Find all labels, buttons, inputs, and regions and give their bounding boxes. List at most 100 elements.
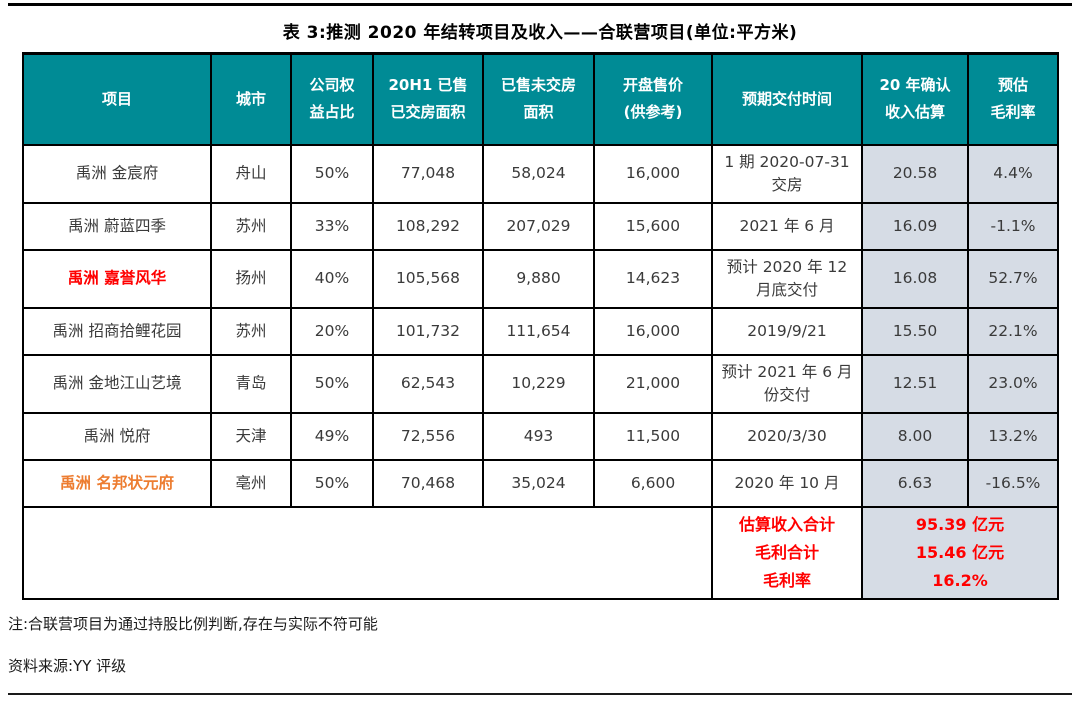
footnotes: 注:合联营项目为通过持股比例判断,存在与实际不符可能 资料来源:YY 评级 bbox=[8, 613, 1072, 676]
cell-opening-price: 15,600 bbox=[593, 201, 713, 251]
cell-city: 苏州 bbox=[210, 306, 292, 356]
cell-city: 舟山 bbox=[210, 143, 292, 204]
table-row: 禹洲 金地江山艺境 青岛 50% 62,543 10,229 21,000 预计… bbox=[22, 353, 1059, 414]
table-row: 禹洲 嘉誉风华 扬州 40% 105,568 9,880 14,623 预计 2… bbox=[22, 248, 1059, 309]
cell-gross-margin: -16.5% bbox=[967, 458, 1059, 508]
col-header-gross-margin: 预估 毛利率 bbox=[967, 52, 1059, 146]
table-row: 禹洲 金宸府 舟山 50% 77,048 58,024 16,000 1 期 2… bbox=[22, 143, 1059, 204]
cell-sold-delivered-area: 70,468 bbox=[372, 458, 484, 508]
cell-sold-undelivered-area: 207,029 bbox=[482, 201, 595, 251]
cell-equity: 20% bbox=[290, 306, 374, 356]
cell-revenue-estimate: 8.00 bbox=[861, 411, 969, 461]
cell-sold-delivered-area: 105,568 bbox=[372, 248, 484, 309]
cell-gross-margin: -1.1% bbox=[967, 201, 1059, 251]
bottom-divider bbox=[8, 692, 1072, 695]
summary-empty-cell bbox=[22, 505, 713, 600]
cell-city: 扬州 bbox=[210, 248, 292, 309]
summary-label-gross-profit-total: 毛利合计 bbox=[754, 542, 819, 562]
col-header-project-label: 项目 bbox=[101, 89, 132, 108]
cell-sold-delivered-area: 77,048 bbox=[372, 143, 484, 204]
summary-value-gross-profit-total: 15.46 亿元 bbox=[915, 542, 1005, 562]
cell-city: 天津 bbox=[210, 411, 292, 461]
cell-delivery-time: 1 期 2020-07-31 交房 bbox=[711, 143, 863, 204]
cell-equity: 50% bbox=[290, 458, 374, 508]
table-row: 禹洲 招商拾鲤花园 苏州 20% 101,732 111,654 16,000 … bbox=[22, 306, 1059, 356]
cell-project: 禹洲 名邦状元府 bbox=[22, 458, 212, 508]
cell-sold-undelivered-area: 58,024 bbox=[482, 143, 595, 204]
cell-opening-price: 11,500 bbox=[593, 411, 713, 461]
table-row: 禹洲 名邦状元府 亳州 50% 70,468 35,024 6,600 2020… bbox=[22, 458, 1059, 508]
cell-sold-undelivered-area: 493 bbox=[482, 411, 595, 461]
cell-opening-price: 16,000 bbox=[593, 143, 713, 204]
cell-revenue-estimate: 12.51 bbox=[861, 353, 969, 414]
cell-gross-margin: 23.0% bbox=[967, 353, 1059, 414]
cell-sold-undelivered-area: 10,229 bbox=[482, 353, 595, 414]
col-header-city: 城市 bbox=[210, 52, 292, 146]
cell-project: 禹洲 蔚蓝四季 bbox=[22, 201, 212, 251]
cell-equity: 33% bbox=[290, 201, 374, 251]
cell-project: 禹洲 招商拾鲤花园 bbox=[22, 306, 212, 356]
projects-table-container: 项目 城市 公司权 益占比 20H1 已售 已交房面积 已售未交房 面积 开盘售价 (供… bbox=[22, 52, 1059, 600]
col-header-sold-undelivered-area: 已售未交房 面积 bbox=[482, 52, 595, 146]
cell-sold-undelivered-area: 111,654 bbox=[482, 306, 595, 356]
cell-project: 禹洲 金地江山艺境 bbox=[22, 353, 212, 414]
col-header-project: 项目 bbox=[22, 52, 212, 146]
cell-sold-delivered-area: 101,732 bbox=[372, 306, 484, 356]
cell-sold-delivered-area: 72,556 bbox=[372, 411, 484, 461]
col-header-delivery-time: 预期交付时间 bbox=[711, 52, 863, 146]
table-title: 表 3:推测 2020 年结转项目及收入——合联营项目(单位:平方米) bbox=[282, 23, 798, 43]
col-header-opening-price: 开盘售价 (供参考) bbox=[593, 52, 713, 146]
projects-table: 项目 城市 公司权 益占比 20H1 已售 已交房面积 已售未交房 面积 开盘售价 (供… bbox=[22, 52, 1059, 600]
table-row: 禹洲 蔚蓝四季 苏州 33% 108,292 207,029 15,600 20… bbox=[22, 201, 1059, 251]
cell-revenue-estimate: 6.63 bbox=[861, 458, 969, 508]
cell-opening-price: 14,623 bbox=[593, 248, 713, 309]
col-header-revenue-estimate: 20 年确认 收入估算 bbox=[861, 52, 969, 146]
cell-equity: 49% bbox=[290, 411, 374, 461]
cell-sold-delivered-area: 108,292 bbox=[372, 201, 484, 251]
cell-revenue-estimate: 15.50 bbox=[861, 306, 969, 356]
cell-delivery-time: 2021 年 6 月 bbox=[711, 201, 863, 251]
cell-delivery-time: 2020/3/30 bbox=[711, 411, 863, 461]
cell-equity: 50% bbox=[290, 353, 374, 414]
summary-label-gross-margin: 毛利率 bbox=[762, 570, 811, 590]
col-header-sold-delivered-area: 20H1 已售 已交房面积 bbox=[372, 52, 484, 146]
col-header-equity: 公司权 益占比 bbox=[290, 52, 374, 146]
cell-gross-margin: 13.2% bbox=[967, 411, 1059, 461]
summary-labels-cell: 估算收入合计 毛利合计 毛利率 bbox=[711, 505, 863, 600]
cell-sold-undelivered-area: 35,024 bbox=[482, 458, 595, 508]
table-row: 禹洲 悦府 天津 49% 72,556 493 11,500 2020/3/30… bbox=[22, 411, 1059, 461]
cell-city: 青岛 bbox=[210, 353, 292, 414]
cell-revenue-estimate: 16.09 bbox=[861, 201, 969, 251]
table-note: 注:合联营项目为通过持股比例判断,存在与实际不符可能 bbox=[8, 614, 378, 633]
cell-revenue-estimate: 20.58 bbox=[861, 143, 969, 204]
cell-delivery-time: 2019/9/21 bbox=[711, 306, 863, 356]
summary-value-revenue-total: 95.39 亿元 bbox=[915, 514, 1005, 534]
header-row: 项目 城市 公司权 益占比 20H1 已售 已交房面积 已售未交房 面积 开盘售价 (供… bbox=[22, 52, 1059, 146]
summary-value-gross-margin: 16.2% bbox=[932, 570, 988, 590]
top-divider bbox=[8, 3, 1072, 6]
cell-opening-price: 21,000 bbox=[593, 353, 713, 414]
cell-delivery-time: 预计 2020 年 12 月底交付 bbox=[711, 248, 863, 309]
cell-city: 亳州 bbox=[210, 458, 292, 508]
cell-project: 禹洲 悦府 bbox=[22, 411, 212, 461]
cell-gross-margin: 52.7% bbox=[967, 248, 1059, 309]
cell-delivery-time: 2020 年 10 月 bbox=[711, 458, 863, 508]
data-source: 资料来源:YY 评级 bbox=[8, 656, 127, 675]
cell-sold-undelivered-area: 9,880 bbox=[482, 248, 595, 309]
cell-equity: 50% bbox=[290, 143, 374, 204]
cell-project: 禹洲 嘉誉风华 bbox=[22, 248, 212, 309]
summary-label-revenue-total: 估算收入合计 bbox=[738, 514, 835, 534]
cell-sold-delivered-area: 62,543 bbox=[372, 353, 484, 414]
cell-opening-price: 16,000 bbox=[593, 306, 713, 356]
summary-values-cell: 95.39 亿元 15.46 亿元 16.2% bbox=[861, 505, 1059, 600]
summary-row: 估算收入合计 毛利合计 毛利率 95.39 亿元 15.46 亿元 16.2% bbox=[22, 505, 1059, 600]
cell-gross-margin: 4.4% bbox=[967, 143, 1059, 204]
cell-city: 苏州 bbox=[210, 201, 292, 251]
cell-delivery-time: 预计 2021 年 6 月份交付 bbox=[711, 353, 863, 414]
cell-project: 禹洲 金宸府 bbox=[22, 143, 212, 204]
col-header-city-label: 城市 bbox=[235, 89, 266, 108]
cell-equity: 40% bbox=[290, 248, 374, 309]
cell-revenue-estimate: 16.08 bbox=[861, 248, 969, 309]
cell-opening-price: 6,600 bbox=[593, 458, 713, 508]
cell-gross-margin: 22.1% bbox=[967, 306, 1059, 356]
